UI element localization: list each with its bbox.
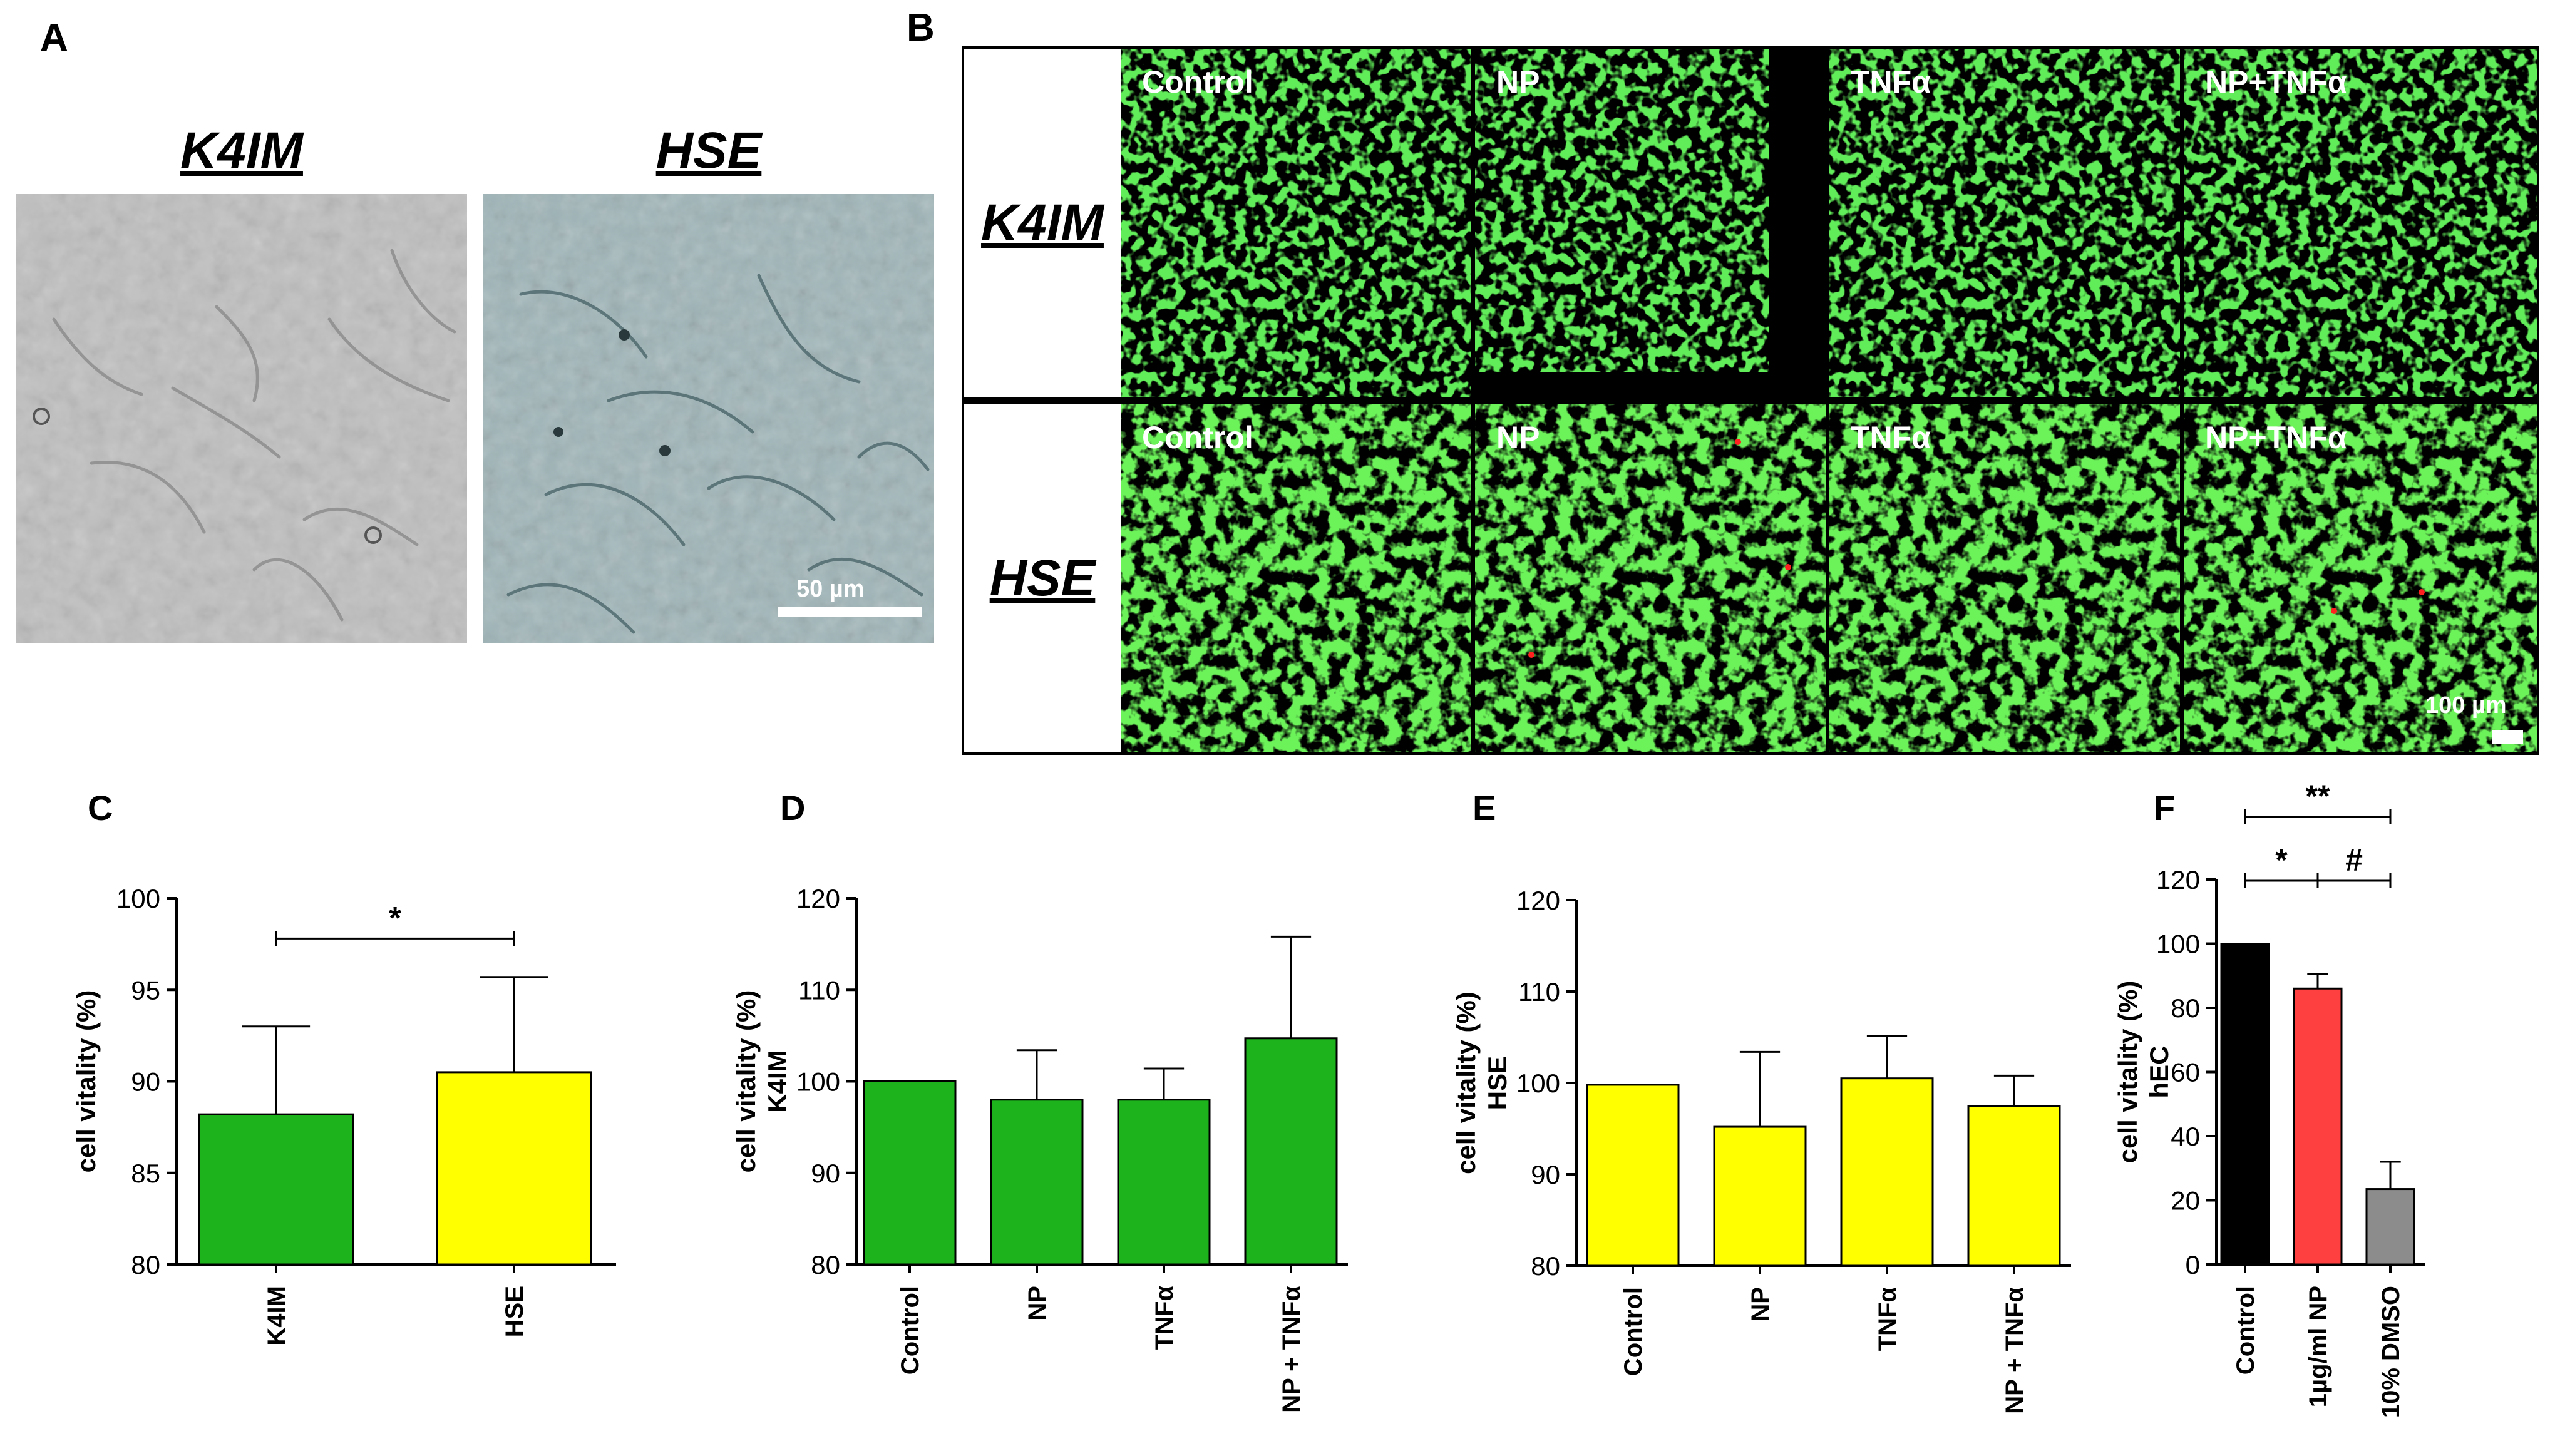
category-label-1: NP xyxy=(1747,1287,1774,1322)
y-tick-label: 0 xyxy=(2186,1250,2200,1279)
panel-a-label: A xyxy=(40,16,68,59)
fluorescence-k4im-np-tnfa-label: NP+TNFα xyxy=(2205,64,2347,100)
y-tick-label: 85 xyxy=(131,1159,160,1188)
fluorescence-hse-control-label: Control xyxy=(1142,420,1253,455)
fluorescence-hse-control: Control xyxy=(1121,404,1471,752)
bar-1 xyxy=(990,1099,1084,1266)
y-tick-label: 80 xyxy=(811,1250,840,1279)
category-label-1: 1µg/ml NP xyxy=(2305,1286,2332,1407)
bar-0 xyxy=(2220,943,2270,1266)
bar-2 xyxy=(1117,1099,1211,1266)
row-label-hse: HSE xyxy=(964,404,1121,752)
fluorescence-hse-np-tnfa: NP+TNFα 100 µm xyxy=(2184,404,2537,752)
significance-label-2: # xyxy=(2345,843,2363,878)
category-label-0: Control xyxy=(897,1286,924,1375)
panel-d-label: D xyxy=(780,788,805,828)
y-tick-label: 95 xyxy=(131,975,160,1005)
scale-bar-b xyxy=(2492,730,2523,744)
y-axis-label: cell vitality (%) xyxy=(1451,992,1481,1174)
bar-1 xyxy=(436,1071,592,1266)
y-tick-label: 120 xyxy=(2156,865,2200,895)
bar-2 xyxy=(2365,1188,2415,1266)
category-label-2: 10% DMSO xyxy=(2377,1286,2405,1418)
panel-a-title-k4im: K4IM xyxy=(180,122,303,179)
fluorescence-k4im-tnfa: TNFα xyxy=(1829,49,2180,397)
y-tick-label: 20 xyxy=(2171,1186,2200,1216)
panel-e-label: E xyxy=(1473,788,1496,828)
y-axis-label: cell vitality (%) xyxy=(2113,981,2142,1164)
y-tick-label: 90 xyxy=(1531,1160,1560,1189)
row-label-k4im: K4IM xyxy=(964,49,1121,397)
y-tick-label: 40 xyxy=(2171,1122,2200,1151)
scale-bar-a xyxy=(778,607,922,617)
category-label-3: NP + TNFα xyxy=(2001,1287,2028,1414)
y-tick-label: 100 xyxy=(116,884,160,913)
category-label-2: TNFα xyxy=(1874,1287,1901,1351)
y-tick-label: 90 xyxy=(811,1159,840,1188)
category-label-0: Control xyxy=(1620,1287,1647,1376)
y-tick-label: 100 xyxy=(796,1067,840,1097)
panel-a-title-hse: HSE xyxy=(655,122,762,179)
scale-bar-a-label: 50 µm xyxy=(796,576,865,602)
bar-0 xyxy=(863,1080,957,1266)
row-label-k4im-text: K4IM xyxy=(981,194,1104,251)
y-axis-label-2: K4IM xyxy=(763,1050,792,1112)
fluorescence-k4im-control: Control xyxy=(1121,49,1471,397)
y-tick-label: 90 xyxy=(131,1067,160,1097)
panel-f-label: F xyxy=(2154,788,2175,828)
scale-bar-b-label: 100 µm xyxy=(2425,692,2507,719)
bar-0 xyxy=(198,1113,354,1266)
y-tick-label: 100 xyxy=(1516,1069,1560,1098)
category-label-3: NP + TNFα xyxy=(1278,1286,1305,1413)
y-tick-label: 110 xyxy=(798,975,840,1005)
category-label-1: HSE xyxy=(501,1286,528,1337)
y-tick-label: 120 xyxy=(796,884,840,913)
fluorescence-hse-tnfa-label: TNFα xyxy=(1851,420,1931,455)
fluorescence-hse-np-label: NP xyxy=(1496,420,1540,455)
y-axis-label: cell vitality (%) xyxy=(71,990,101,1173)
fluorescence-hse-np: NP xyxy=(1475,404,1826,752)
y-axis-label: cell vitality (%) xyxy=(731,990,761,1173)
row-label-hse-text: HSE xyxy=(989,550,1096,607)
category-label-0: K4IM xyxy=(263,1286,290,1346)
brightfield-image-hse: 50 µm xyxy=(483,194,934,643)
fluorescence-hse-np-tnfa-label: NP+TNFα xyxy=(2205,420,2347,455)
panel-c-label: C xyxy=(88,788,113,828)
bar-3 xyxy=(1967,1105,2061,1267)
bar-0 xyxy=(1586,1084,1680,1267)
fluorescence-k4im-control-label: Control xyxy=(1142,64,1253,100)
y-tick-label: 60 xyxy=(2171,1058,2200,1087)
y-tick-label: 80 xyxy=(1531,1251,1560,1281)
significance-label-0: ** xyxy=(2306,779,2330,814)
bar-3 xyxy=(1244,1037,1338,1266)
bar-1 xyxy=(1713,1125,1807,1267)
y-axis-label-2: HSE xyxy=(1483,1056,1512,1110)
fluorescence-k4im-tnfa-label: TNFα xyxy=(1851,64,1931,100)
category-label-1: NP xyxy=(1024,1286,1051,1321)
category-label-0: Control xyxy=(2232,1286,2259,1375)
y-tick-label: 120 xyxy=(1516,886,1560,915)
brightfield-image-k4im xyxy=(16,194,467,643)
y-tick-label: 80 xyxy=(2171,993,2200,1023)
y-axis-label-2: hEC xyxy=(2144,1046,2174,1099)
significance-label-1: * xyxy=(2275,843,2288,878)
bar-2 xyxy=(1840,1077,1934,1267)
fluorescence-k4im-np: NP xyxy=(1475,49,1826,397)
panel-b-label: B xyxy=(907,6,935,49)
category-label-2: TNFα xyxy=(1151,1286,1178,1350)
y-tick-label: 110 xyxy=(1518,977,1560,1007)
bar-1 xyxy=(2293,987,2343,1266)
y-tick-label: 80 xyxy=(131,1250,160,1279)
fluorescence-k4im-np-tnfa: NP+TNFα xyxy=(2184,49,2537,397)
fluorescence-k4im-np-label: NP xyxy=(1496,64,1540,100)
fluorescence-hse-tnfa: TNFα xyxy=(1829,404,2180,752)
significance-label-0: * xyxy=(389,900,401,935)
y-tick-label: 100 xyxy=(2156,930,2200,959)
